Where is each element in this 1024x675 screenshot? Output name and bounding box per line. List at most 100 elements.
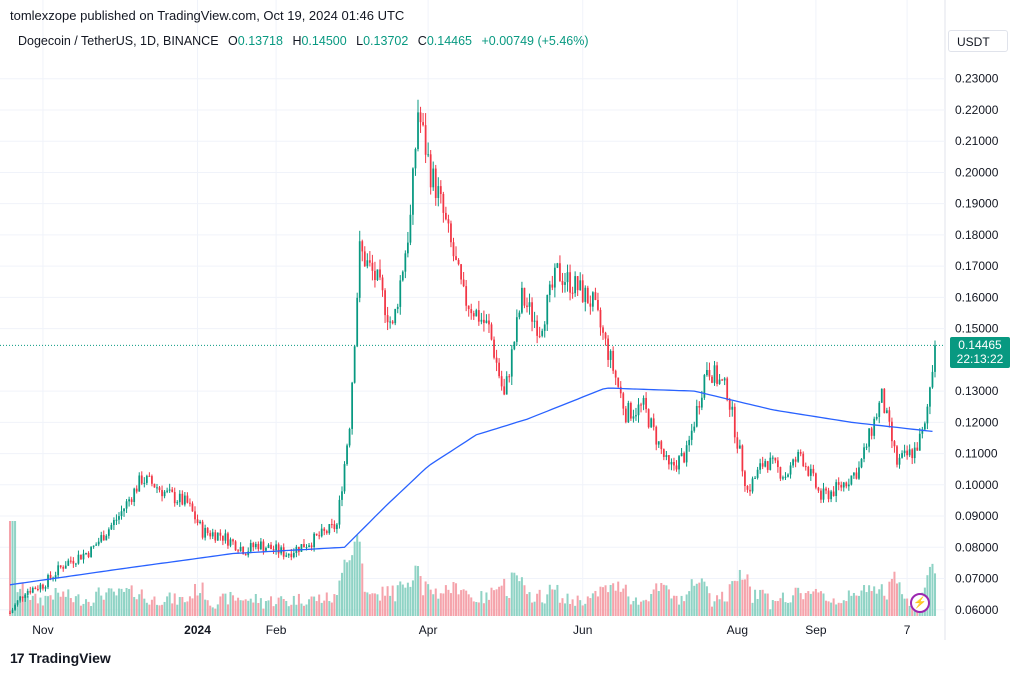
volume-bar: [204, 599, 207, 616]
volume-bar: [429, 589, 432, 616]
candle-body: [602, 327, 604, 333]
candle-body: [670, 462, 673, 465]
candle-body: [794, 459, 797, 462]
candle-body: [673, 462, 675, 466]
candle-body: [386, 315, 389, 323]
volume-bar: [819, 591, 822, 616]
candle-body: [262, 541, 265, 551]
candle-body: [827, 490, 830, 500]
candle-body: [713, 365, 716, 383]
candle-body: [787, 474, 789, 477]
volume-bar: [898, 582, 901, 616]
volume-bar: [325, 592, 328, 616]
candle-body: [376, 269, 379, 281]
volume-bar: [713, 601, 716, 616]
volume-bar: [29, 599, 32, 616]
volume-bar: [366, 592, 369, 616]
candle-body: [394, 308, 397, 324]
volume-bar: [348, 560, 351, 616]
candle-body: [445, 212, 447, 220]
candle-body: [105, 535, 108, 541]
volume-bar: [543, 603, 546, 616]
candle-body: [447, 219, 450, 224]
y-tick-label: 0.10000: [955, 478, 999, 492]
candle-body: [721, 379, 724, 381]
candle-body: [358, 241, 361, 298]
y-tick-label: 0.22000: [955, 103, 999, 117]
volume-bar: [558, 602, 561, 616]
volume-bar: [764, 593, 767, 616]
volume-bar: [125, 587, 128, 616]
candle-body: [847, 484, 850, 487]
currency-selector[interactable]: USDT: [948, 30, 1008, 52]
volume-bar: [72, 602, 75, 616]
candle-body: [69, 560, 72, 562]
candle-body: [703, 375, 706, 398]
volume-bar: [178, 597, 181, 616]
volume-bar: [500, 585, 503, 616]
volume-bar: [546, 594, 549, 616]
volume-bar: [743, 579, 746, 616]
volume-bar: [893, 571, 896, 616]
candle-body: [303, 544, 305, 548]
volume-bar: [875, 593, 878, 616]
candle-body: [168, 489, 171, 491]
candle-body: [660, 441, 663, 450]
candle-body: [176, 502, 179, 504]
candle-body: [680, 453, 683, 457]
candle-body: [650, 418, 653, 428]
candle-body: [42, 584, 44, 589]
volume-bar: [280, 596, 283, 616]
candle-body: [475, 310, 478, 317]
candle-body: [700, 397, 703, 408]
volume-bar: [860, 590, 863, 616]
volume-bar: [688, 591, 691, 616]
volume-bar: [563, 603, 567, 616]
candle-body: [14, 604, 16, 610]
candle-body: [163, 491, 166, 497]
volume-bar: [47, 596, 50, 616]
candle-body: [931, 371, 934, 388]
volume-bar: [386, 586, 389, 616]
candle-body: [591, 292, 594, 307]
candle-body: [49, 574, 52, 579]
candle-body: [328, 524, 331, 534]
volume-bar: [627, 596, 630, 616]
candle-body: [64, 565, 67, 569]
candle-body: [118, 516, 120, 520]
candle-body: [488, 320, 490, 325]
candle-body: [490, 324, 493, 340]
volume-bar: [262, 608, 265, 616]
volume-bar: [503, 578, 506, 616]
volume-bar: [759, 589, 762, 616]
candle-body: [921, 429, 924, 434]
volume-bar: [135, 599, 138, 616]
candle-body: [607, 338, 609, 360]
volume-bar: [551, 589, 554, 616]
volume-bar: [726, 601, 729, 616]
candle-body: [779, 467, 782, 479]
volume-bar: [667, 589, 670, 616]
volume-bar: [888, 581, 891, 616]
y-tick-label: 0.17000: [955, 259, 999, 273]
volume-bar: [895, 583, 898, 616]
candle-body: [277, 544, 280, 554]
candle-body: [913, 447, 916, 459]
volume-bar: [224, 593, 227, 616]
candle-body: [533, 320, 536, 322]
volume-bar: [814, 588, 817, 616]
volume-bar: [728, 584, 731, 616]
candle-body: [26, 590, 29, 595]
candle-body: [662, 449, 665, 457]
lightning-icon[interactable]: ⚡: [910, 593, 930, 613]
volume-bar: [487, 599, 490, 616]
candle-body: [888, 410, 891, 422]
volume-bar: [832, 598, 835, 616]
candle-body: [406, 242, 409, 254]
candle-body: [199, 521, 201, 523]
candle-body: [820, 490, 822, 500]
x-tick-label: Sep: [805, 623, 827, 637]
candle-body: [128, 499, 130, 502]
candle-body: [551, 284, 554, 288]
